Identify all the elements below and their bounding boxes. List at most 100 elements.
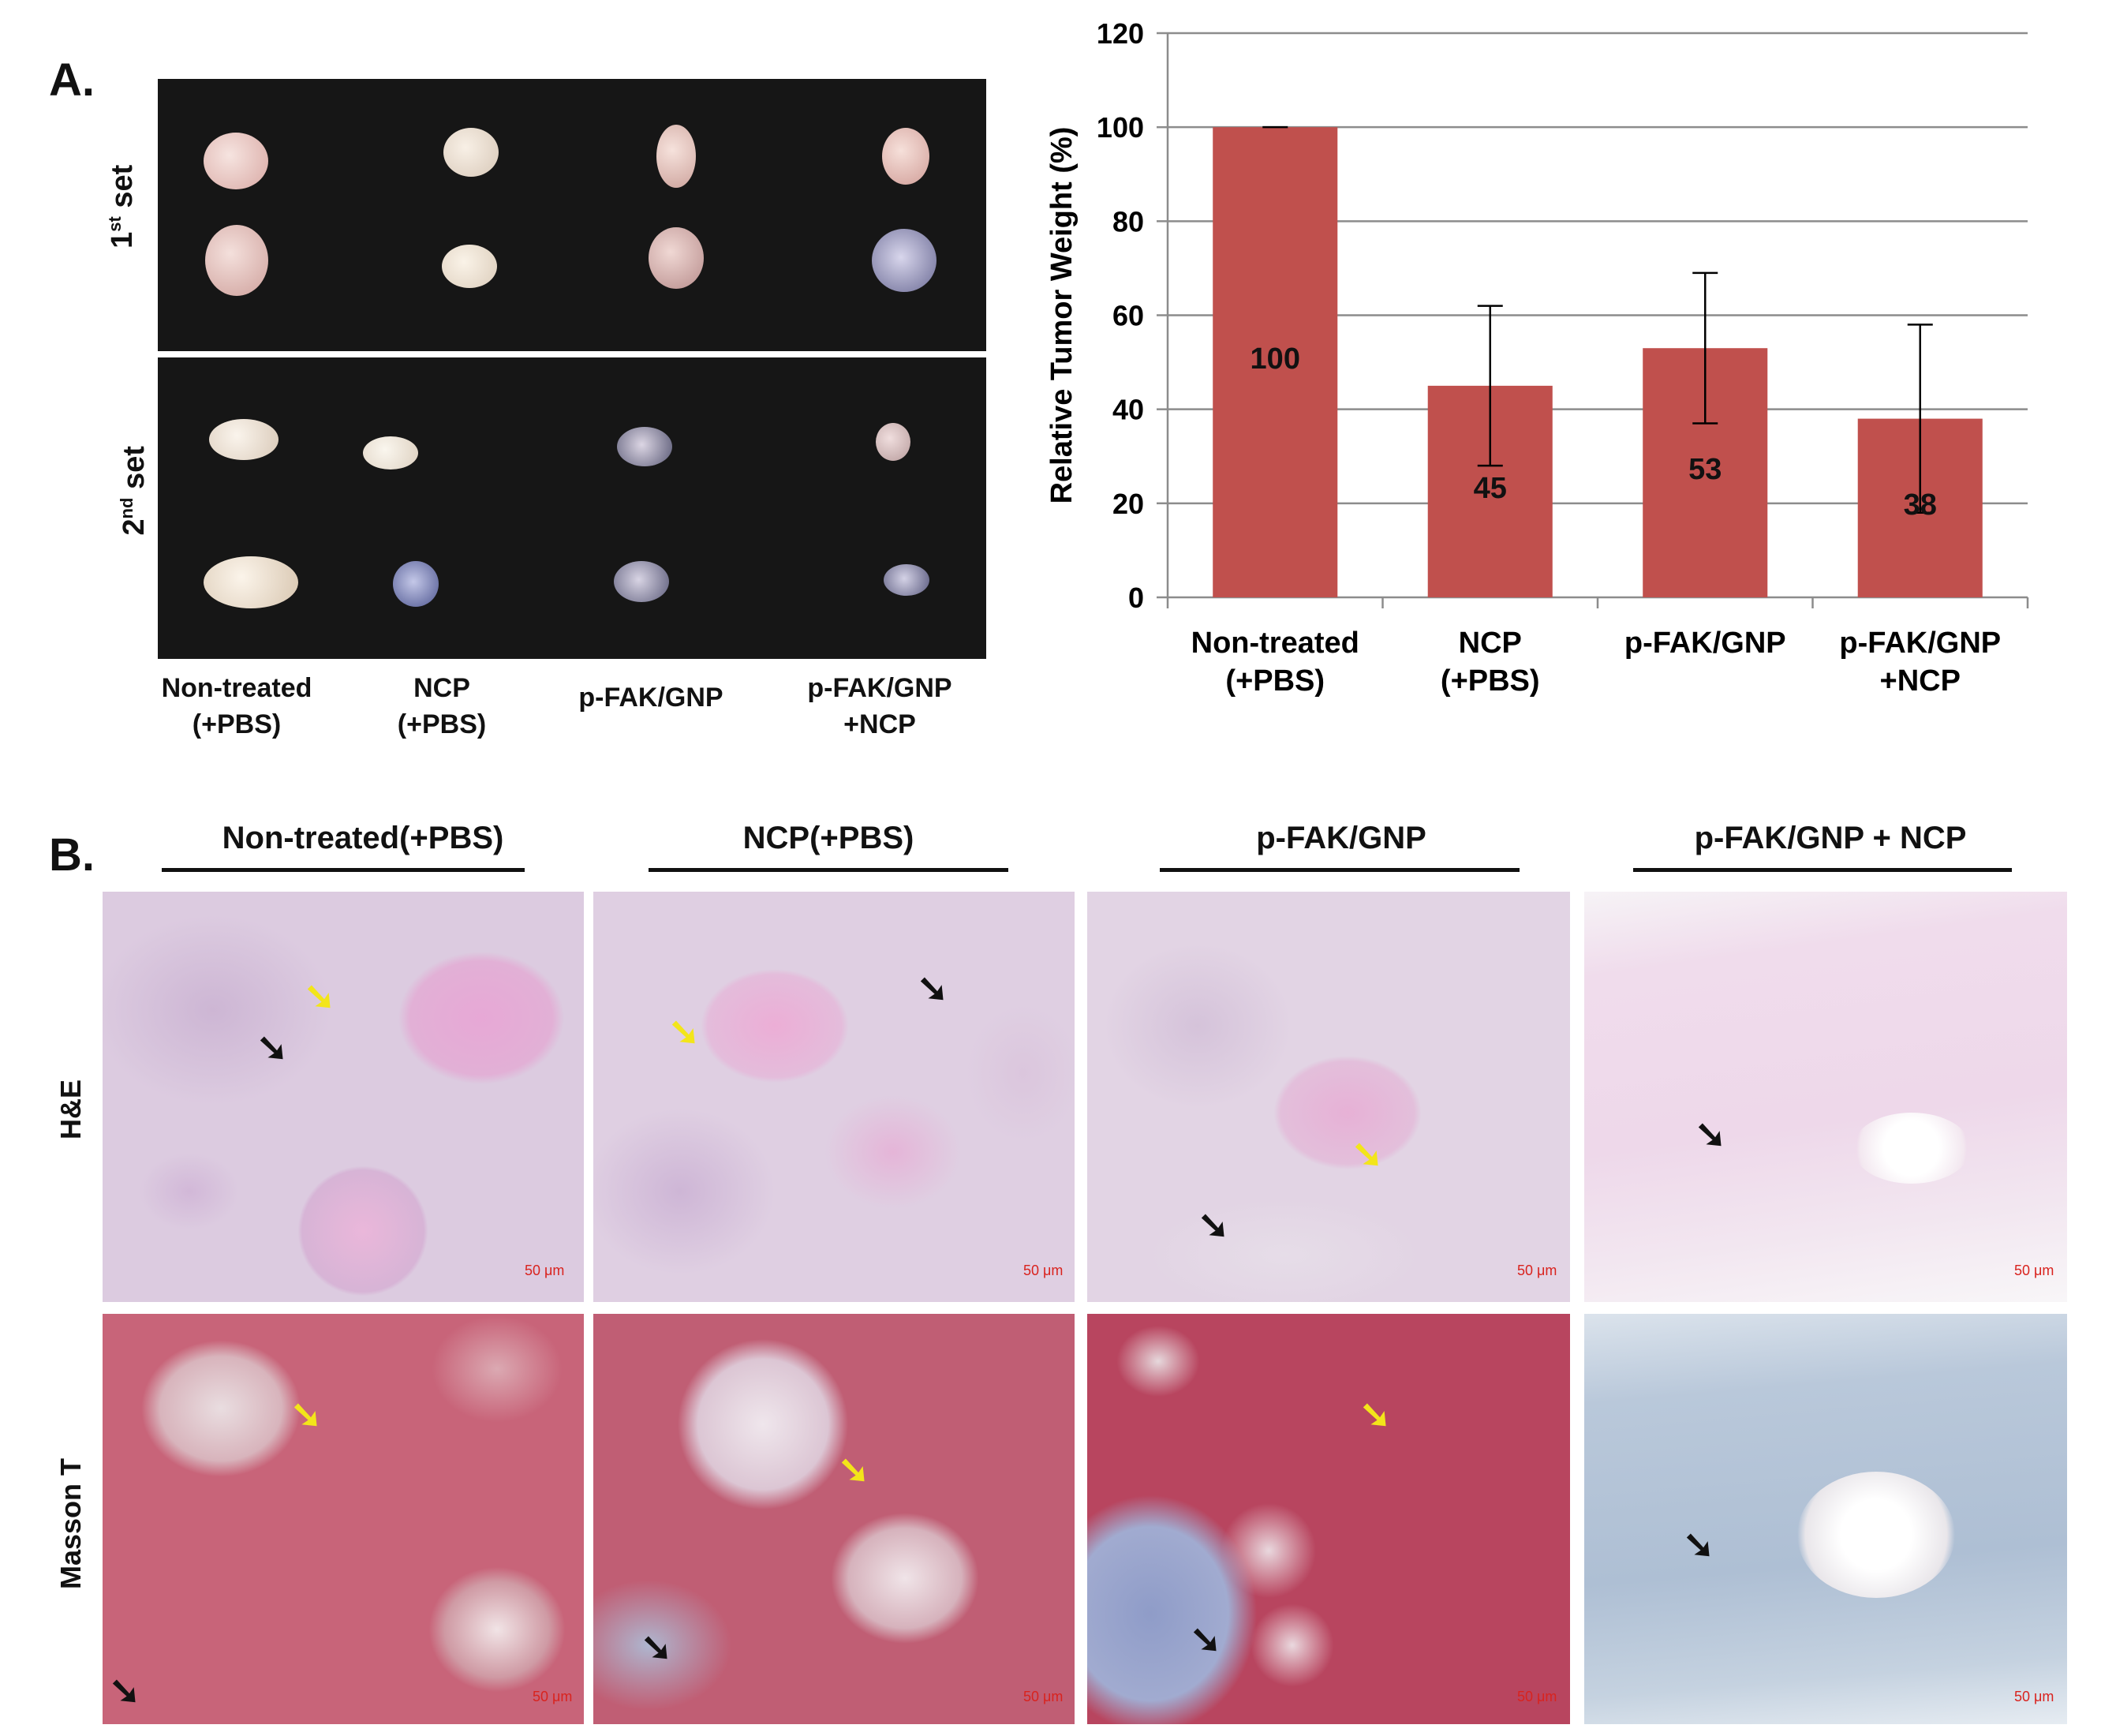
set-label-1-rest: set [105,164,139,217]
scale-bar-label: 50 μm [533,1689,573,1704]
histology-masson-non-treated: ➘ ➘ 50 μm [103,1314,584,1724]
tumor-photo-set-2 [158,357,986,659]
scale-bar-label: 50 μm [525,1263,565,1278]
y-tick-label: 40 [1112,394,1144,426]
y-tick-label: 120 [1097,17,1144,50]
y-tick-label: 60 [1112,300,1144,332]
y-tick-label: 80 [1112,205,1144,238]
set-label-2-num: 2 [117,518,151,536]
black-arrow-icon: ➘ [1190,1619,1222,1661]
data-label: 45 [1474,472,1507,505]
y-axis-label: Relative Tumor Weight (%) [1045,127,1079,504]
tumor-sample [204,133,268,189]
tumor-sample [393,561,439,607]
x-tick-label-line: p-FAK/GNP [1839,627,2001,660]
black-arrow-icon: ➘ [109,1671,141,1712]
histology-he-ncp: ➘ ➘ 50 μm [593,892,1075,1302]
chart-yticks: 0 20 40 60 80 100 120 [1097,17,1144,614]
data-label: 100 [1251,342,1300,376]
yellow-arrow-icon: ➘ [304,976,336,1018]
set-label-1-num: 1 [105,231,139,249]
black-arrow-icon: ➘ [917,968,949,1010]
column-title-pfak-gnp-ncp: p-FAK/GNP + NCP [1694,821,1967,855]
y-tick-label: 20 [1112,488,1144,520]
histology-masson-pfak-gnp: ➘ ➘ 50 μm [1087,1314,1570,1724]
x-tick-label: p-FAK/GNP +NCP [1839,627,2001,698]
black-arrow-icon: ➘ [1198,1205,1230,1247]
histology-he-pfak-gnp: ➘ ➘ 50 μm [1087,892,1570,1302]
tumor-photo-set-1 [158,79,986,351]
group-label-non-treated: Non-treated (+PBS) [161,673,312,739]
tumor-sample [204,556,298,608]
black-arrow-icon: ➘ [256,1027,289,1069]
tumor-sample [656,125,696,188]
tumor-sample [209,419,279,460]
tumor-sample [872,229,936,292]
tumor-sample [442,245,497,288]
yellow-arrow-icon: ➘ [1359,1394,1392,1436]
group-label-ncp: NCP (+PBS) [397,673,487,739]
histology-he-pfak-gnp-ncp: ➘ 50 μm [1584,892,2067,1302]
panel-b-label: B. [49,829,95,881]
chart-errors [1262,125,1933,514]
set-label-2-sup: nd [117,497,137,519]
column-title-ncp: NCP(+PBS) [742,821,914,855]
scale-bar-label: 50 μm [1517,1689,1557,1704]
histology-masson-ncp: ➘ ➘ 50 μm [593,1314,1075,1724]
scale-bar-label: 50 μm [1023,1263,1064,1278]
set-label-1: 1st set [105,163,140,250]
adipocyte-cluster [1852,1113,1971,1184]
panel-a-label: A. [49,54,95,106]
tumor-weight-chart: 0 20 40 60 80 100 120 100 45 53 38 Non-treated (+P… [1045,17,2029,698]
tumor-sample [205,225,268,296]
x-tick-label-line: (+PBS) [1225,664,1325,698]
scale-bar-label: 50 μm [1023,1689,1064,1704]
tumor-sample [614,561,669,602]
chart-bars [1213,127,1983,597]
group-label-pfak-gnp-ncp: p-FAK/GNP +NCP [807,673,952,739]
column-rule [649,868,1008,872]
row-label-masson: Masson T [54,1457,87,1590]
histology-masson-pfak-gnp-ncp: ➘ 50 μm [1584,1314,2067,1724]
scale-bar-label: 50 μm [1517,1263,1557,1278]
x-tick-label-line: Non-treated [1191,627,1359,660]
histology-he-non-treated: ➘ ➘ 50 μm [103,892,584,1302]
x-tick-label-line: +NCP [1880,664,1961,698]
tumor-sample [882,128,929,185]
yellow-arrow-icon: ➘ [668,1012,701,1053]
scale-bar-label: 50 μm [2014,1689,2054,1704]
tumor-sample [617,427,672,466]
black-arrow-icon: ➘ [1683,1525,1715,1566]
column-title-pfak-gnp: p-FAK/GNP [1256,821,1426,855]
column-rule [1633,868,2012,872]
x-tick-label-line: p-FAK/GNP [1624,627,1786,660]
x-tick-label: p-FAK/GNP [1624,627,1786,660]
photo-divider [158,351,986,357]
chart-labels: 100 45 53 38 [1251,342,1937,522]
x-tick-label-line: (+PBS) [1441,664,1540,698]
set-label-1-sup: st [105,216,125,232]
x-tick-label-line: NCP [1459,627,1522,660]
tumor-sample [649,227,704,289]
yellow-arrow-icon: ➘ [1351,1134,1384,1176]
chart-xticks: Non-treated (+PBS)NCP (+PBS)p-FAK/GNP p-FAK… [1191,627,2002,698]
y-tick-label: 100 [1097,111,1144,144]
yellow-arrow-icon: ➘ [290,1394,323,1436]
y-tick-label: 0 [1128,582,1144,614]
bar [1213,127,1338,597]
tumor-sample [884,564,929,596]
data-label: 53 [1688,453,1722,486]
x-tick-label: Non-treated (+PBS) [1191,627,1359,698]
data-label: 38 [1904,488,1937,522]
row-label-he: H&E [54,1079,87,1140]
black-arrow-icon: ➘ [1695,1114,1727,1156]
column-rule [1160,868,1520,872]
set-label-2: 2nd set [117,436,151,546]
tumor-sample [443,128,499,177]
yellow-arrow-icon: ➘ [838,1450,870,1491]
column-rule [162,868,525,872]
column-title-non-treated: Non-treated(+PBS) [222,821,504,855]
adipocyte-cluster [1797,1472,1955,1598]
scale-bar-label: 50 μm [2014,1263,2054,1278]
tumor-sample [876,423,910,461]
